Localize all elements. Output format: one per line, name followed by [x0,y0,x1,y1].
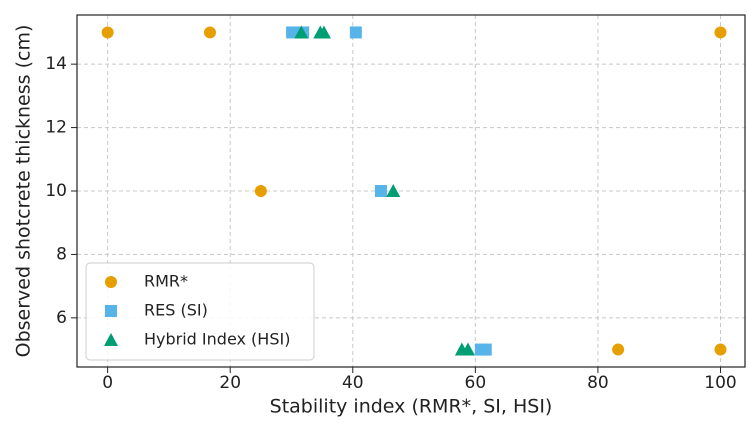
x-axis-label: Stability index (RMR*, SI, HSI) [270,396,553,418]
legend-label: Hybrid Index (HSI) [144,330,290,349]
circle-marker [105,276,117,288]
triangle-marker [386,184,401,197]
square-marker [374,185,387,197]
square-marker [105,305,117,317]
circle-marker [714,26,727,39]
y-tick-label: 8 [56,244,67,264]
square-marker [479,343,492,356]
y-tick-label: 14 [45,54,67,74]
x-tick-label: 60 [465,373,487,393]
square-marker [349,26,362,39]
y-axis-label: Observed shotcrete thickness (cm) [13,25,35,358]
triangle-marker [460,342,475,356]
circle-marker [101,26,114,39]
legend-label: RMR* [144,272,188,291]
plot-frame [76,14,746,368]
triangle-marker [294,25,309,39]
triangle-marker [104,333,118,346]
y-tick-label: 6 [56,308,67,328]
legend-box [85,262,315,361]
y-tick-label: 12 [45,118,67,138]
x-tick-label: 0 [102,373,113,393]
circle-marker [254,185,267,197]
x-tick-label: 100 [704,373,736,393]
square-marker [286,26,299,39]
circle-marker [714,343,727,356]
circle-marker [612,343,625,356]
x-tick-label: 80 [587,373,609,393]
legend-label: RES (SI) [144,301,208,320]
x-tick-label: 20 [219,373,241,393]
circle-marker [203,26,216,39]
x-tick-label: 40 [342,373,364,393]
triangle-marker [316,25,331,39]
y-tick-label: 10 [45,181,67,201]
